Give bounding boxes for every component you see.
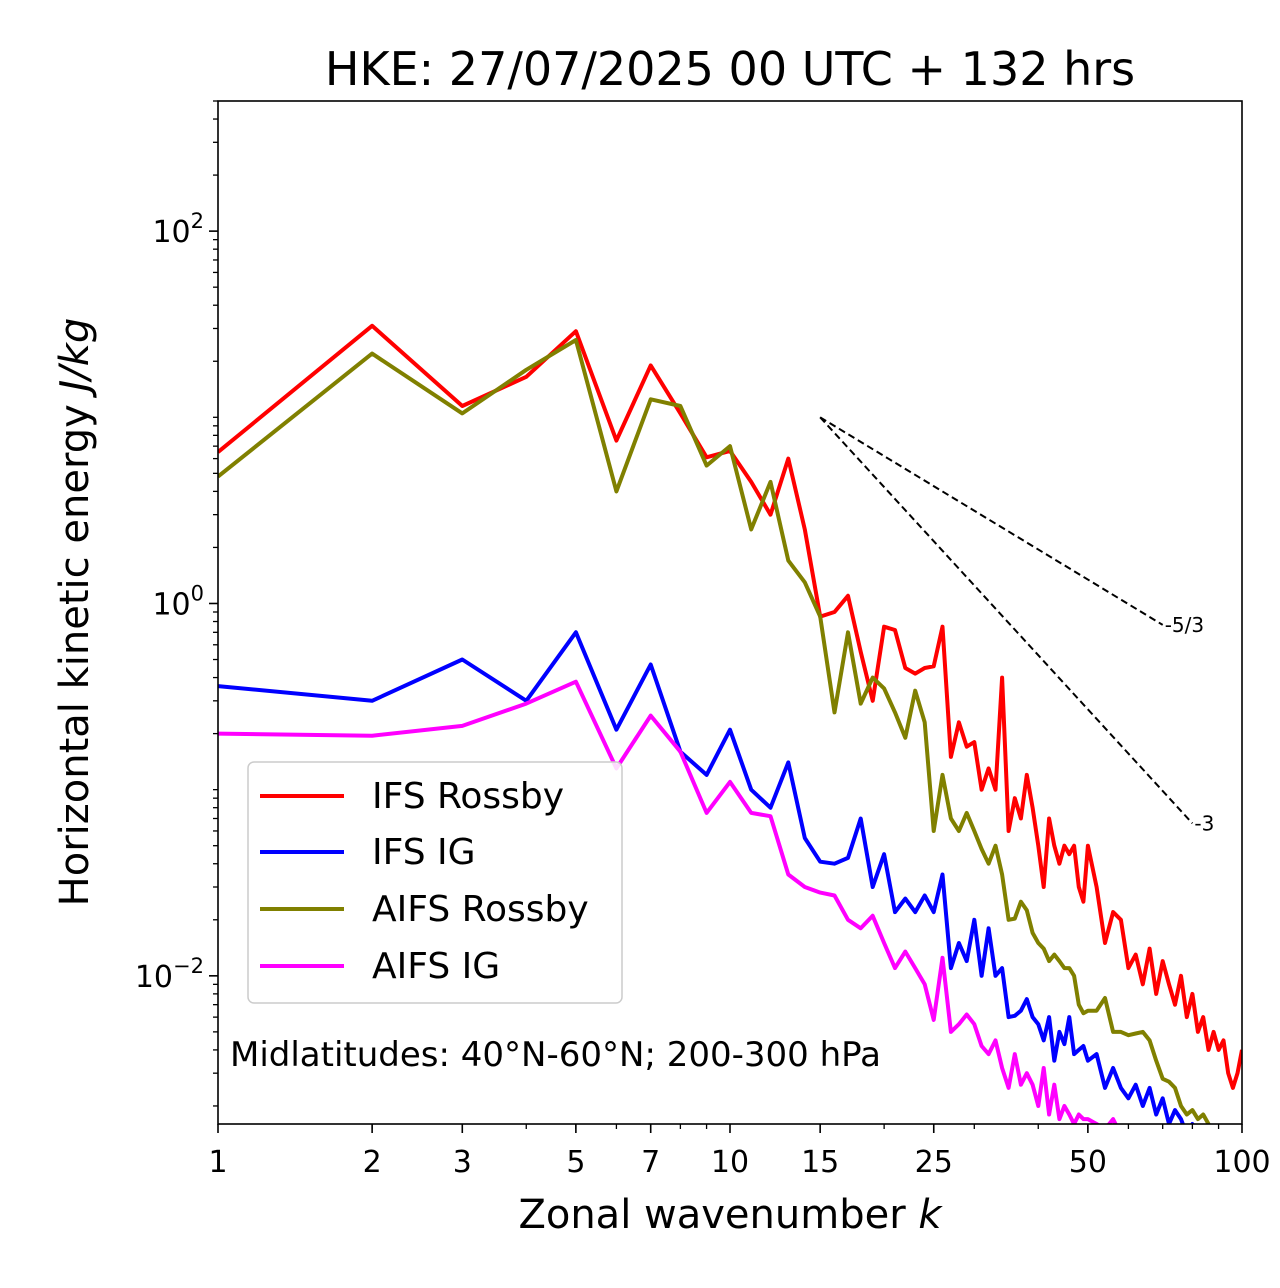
legend-label-aifs-ig: AIFS IG <box>372 946 500 987</box>
y-tick-label: 10−2 <box>135 954 204 995</box>
y-tick-label: 100 <box>152 581 204 622</box>
series-layer <box>218 323 1242 1124</box>
legend-label-ifs-ig: IFS IG <box>372 832 476 873</box>
x-tick-label: 7 <box>641 1145 660 1180</box>
reference-line-slope-3 <box>819 416 1194 825</box>
x-tick-label: 2 <box>363 1145 382 1180</box>
x-tick-label: 3 <box>453 1145 472 1180</box>
x-axis-label: Zonal wavenumber k <box>518 1192 943 1238</box>
reference-line-slope-5-3 <box>819 416 1164 626</box>
reference-label-slope-3: -3 <box>1194 811 1214 835</box>
y-tick-label: 102 <box>152 209 204 250</box>
legend-frame <box>247 761 623 1004</box>
x-tick-label: 5 <box>566 1145 585 1180</box>
y-axis-ticks: 102 100 10−2 <box>135 100 218 1107</box>
x-tick-label: 50 <box>1069 1145 1107 1180</box>
reference-label-slope-5-3: -5/3 <box>1165 613 1204 637</box>
region-annotation: Midlatitudes: 40°N-60°N; 200-300 hPa <box>230 1035 881 1075</box>
x-axis-ticks: 1 2 3 5 7 10 15 25 50 100 <box>208 1124 1271 1180</box>
legend-label-ifs-rossby: IFS Rossby <box>372 776 564 817</box>
series-line-ifs-ig <box>218 630 1195 1124</box>
series-line-ifs-rossby <box>218 323 1242 1090</box>
x-tick-label: 1 <box>208 1145 227 1180</box>
y-axis-label: Horizontal kinetic energy J/kg <box>52 318 98 907</box>
chart-title: HKE: 27/07/2025 00 UTC + 132 hrs <box>325 42 1135 96</box>
reference-slope-lines: -5/3 -3 <box>819 416 1214 835</box>
series-line-aifs-rossby <box>218 338 1211 1124</box>
x-tick-label: 100 <box>1213 1145 1270 1180</box>
series-line-aifs-ig <box>218 679 1118 1124</box>
x-tick-label: 25 <box>915 1145 953 1180</box>
legend-label-aifs-rossby: AIFS Rossby <box>372 889 589 930</box>
x-tick-label: 15 <box>801 1145 839 1180</box>
legend: IFS Rossby IFS IG AIFS Rossby AIFS IG <box>247 761 623 1004</box>
x-tick-label: 10 <box>711 1145 749 1180</box>
